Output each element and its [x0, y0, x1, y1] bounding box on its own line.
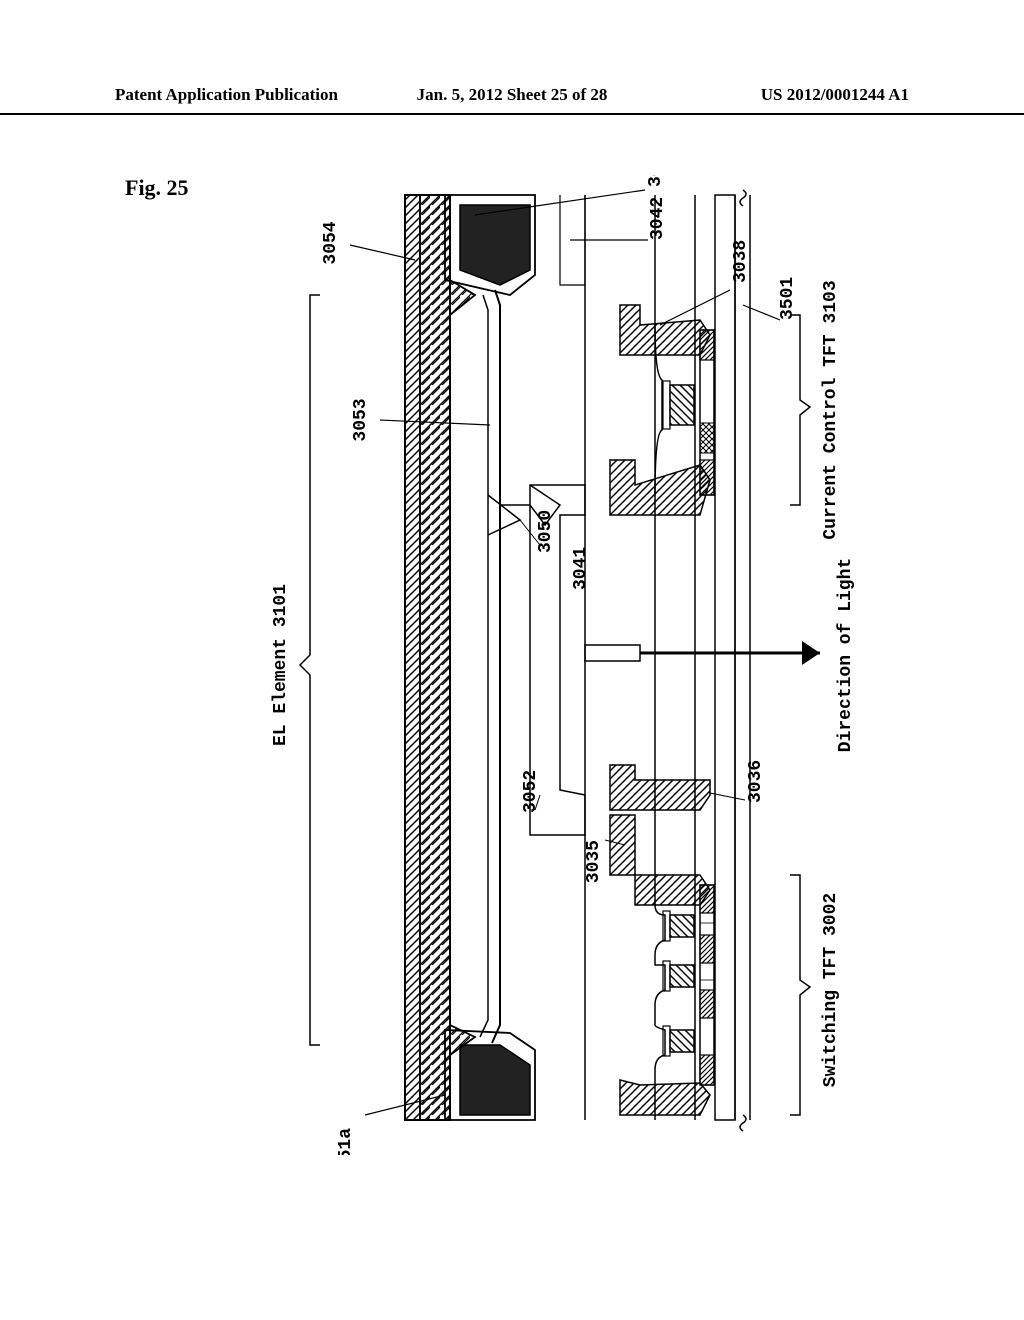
- label-3038: 3038: [731, 240, 751, 283]
- label-3036: 3036: [746, 760, 766, 803]
- label-direction-light: Direction of Light: [836, 558, 856, 752]
- label-3052: 3052: [521, 770, 541, 813]
- label-3501: 3501: [778, 277, 798, 320]
- label-3041: 3041: [571, 547, 591, 590]
- header-date-sheet: Jan. 5, 2012 Sheet 25 of 28: [380, 85, 645, 105]
- label-3050: 3050: [536, 510, 556, 553]
- header-pub-number: US 2012/0001244 A1: [644, 85, 909, 105]
- device-cross-section: [300, 190, 820, 1131]
- label-current-control-tft: Current Control TFT 3103: [821, 280, 841, 539]
- label-3042: 3042: [648, 197, 668, 240]
- label-3051b: 3051b: [646, 175, 666, 187]
- label-3053: 3053: [351, 398, 371, 441]
- figure-label: Fig. 25: [125, 175, 189, 201]
- label-3035: 3035: [584, 840, 604, 883]
- label-el-element: EL Element 3101: [271, 584, 291, 746]
- label-3054: 3054: [321, 221, 341, 264]
- label-switching-tft: Switching TFT 3002: [821, 893, 841, 1087]
- header-publication: Patent Application Publication: [115, 85, 380, 105]
- page-header: Patent Application Publication Jan. 5, 2…: [0, 85, 1024, 115]
- cross-section-diagram: EL Element 3101 Direction of Light Switc…: [190, 175, 910, 1155]
- label-3051a: 3051a: [336, 1128, 356, 1155]
